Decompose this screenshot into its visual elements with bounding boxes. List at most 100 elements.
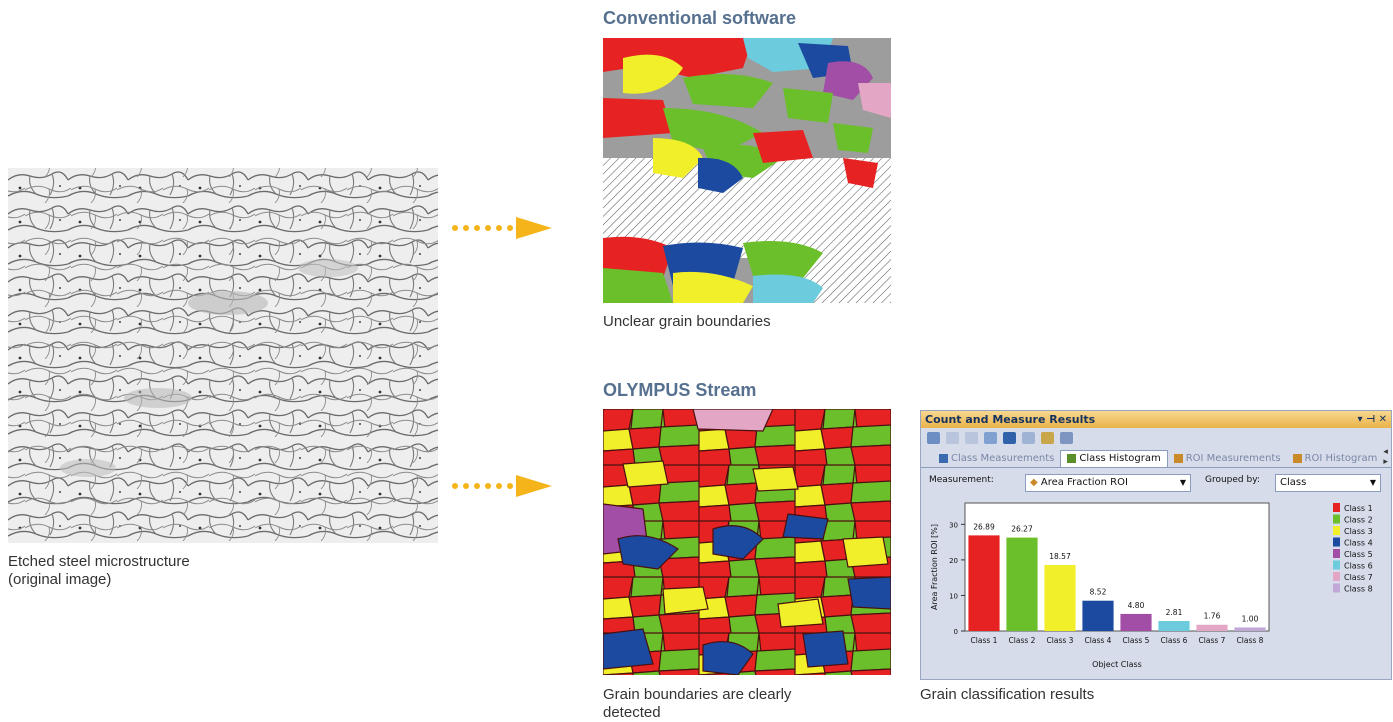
grouped-by-select[interactable]: Class ▼ <box>1275 474 1381 492</box>
histogram-bar <box>1082 600 1114 631</box>
microstructure-texture <box>8 168 438 543</box>
class-histogram-chart: 0 10 20 30 26.89 Class 1 26.27 Class 2 18.57 Clas… <box>925 497 1387 675</box>
legend-label: Class 8 <box>1344 585 1373 594</box>
conventional-heading: Conventional software <box>603 8 797 28</box>
bar-value-label: 18.57 <box>1049 552 1071 561</box>
bar-value-label: 2.81 <box>1166 608 1183 617</box>
tab-label: Class Measurements <box>951 453 1055 464</box>
conventional-caption: Unclear grain boundaries <box>603 313 771 330</box>
bar-value-label: 4.80 <box>1128 601 1145 610</box>
y-tick-label: 30 <box>949 521 958 529</box>
measurement-label: Measurement: <box>929 475 994 485</box>
tab-label: Class Histogram <box>1079 453 1161 464</box>
histogram-icon <box>1292 454 1302 463</box>
y-tick-label: 0 <box>954 628 958 636</box>
tab-scroll-arrows[interactable]: ◂ ▸ <box>1383 447 1388 467</box>
original-image-caption-line1: Etched steel microstructure <box>8 553 190 570</box>
olympus-caption-line2: detected <box>603 704 661 721</box>
bar-value-label: 26.89 <box>973 522 995 531</box>
table-icon <box>1173 454 1183 463</box>
export-icon[interactable] <box>927 432 940 444</box>
x-tick-label: Class 7 <box>1199 636 1226 645</box>
histogram-bar <box>1044 564 1076 631</box>
legend-swatch <box>1333 560 1340 570</box>
tab-roi-measurements[interactable]: ROI Measurements <box>1168 451 1287 467</box>
legend-label: Class 3 <box>1344 527 1373 536</box>
chevron-down-icon: ▼ <box>1179 478 1186 487</box>
legend-swatch <box>1333 572 1340 581</box>
chart-icon[interactable] <box>1003 432 1016 444</box>
y-axis-label: Area Fraction ROI [%] <box>930 524 939 610</box>
x-tick-label: Class 8 <box>1237 636 1264 645</box>
refresh-icon[interactable] <box>1041 432 1054 444</box>
arrow-to-conventional <box>452 217 552 239</box>
bar-value-label: 8.52 <box>1090 588 1107 597</box>
legend-swatch <box>1333 503 1340 512</box>
arrow-to-olympus <box>452 475 552 497</box>
results-caption: Grain classification results <box>920 686 1095 703</box>
tab-label: ROI Measurements <box>1185 453 1281 464</box>
tab-class-histogram[interactable]: Class Histogram <box>1060 450 1168 467</box>
tab-class-measurements[interactable]: Class Measurements <box>933 451 1060 467</box>
x-tick-label: Class 6 <box>1161 636 1188 645</box>
legend-label: Class 2 <box>1344 516 1373 525</box>
histogram-bar <box>1006 537 1038 631</box>
conventional-segmentation-svg <box>603 38 891 303</box>
x-tick-label: Class 2 <box>1009 636 1036 645</box>
histogram-bar <box>1196 624 1228 631</box>
legend-label: Class 7 <box>1344 573 1373 582</box>
x-tick-label: Class 4 <box>1085 636 1112 645</box>
table-icon <box>939 454 948 463</box>
histogram-bar <box>1158 621 1190 631</box>
tab-label: ROI Histogram <box>1304 453 1378 464</box>
bar-value-label: 1.00 <box>1242 614 1259 623</box>
original-image-caption-line2: (original image) <box>8 571 112 588</box>
x-axis-label: Object Class <box>1092 660 1142 669</box>
bar-value-label: 1.76 <box>1204 612 1221 621</box>
legend-label: Class 4 <box>1344 539 1373 548</box>
area-fraction-icon: ◆ <box>1030 477 1038 488</box>
panel-tabs: Class Measurements Class Histogram ROI M… <box>921 447 1391 468</box>
x-tick-label: Class 1 <box>971 636 998 645</box>
clipboard-icon[interactable] <box>946 432 959 444</box>
legend-swatch <box>1333 514 1340 524</box>
histogram-bar <box>1120 613 1152 631</box>
class-histogram-svg: 0 10 20 30 26.89 Class 1 26.27 Class 2 18.57 Clas… <box>930 502 1373 669</box>
arrowhead-icon <box>516 217 552 239</box>
histogram-icon <box>1067 454 1077 463</box>
olympus-segmentation-image <box>603 409 891 675</box>
legend-label: Class 1 <box>1344 504 1373 513</box>
legend-swatch <box>1333 583 1340 593</box>
olympus-segmentation-svg <box>603 409 891 675</box>
line-icon[interactable] <box>1022 432 1035 444</box>
measurement-value: Area Fraction ROI <box>1040 477 1128 488</box>
grouped-by-label: Grouped by: <box>1205 475 1260 485</box>
panel-window-controls[interactable]: ▾ ⊣ ✕ <box>1357 414 1387 425</box>
tab-roi-histogram[interactable]: ROI Histogram <box>1287 451 1384 467</box>
x-tick-label: Class 5 <box>1123 636 1150 645</box>
panel-title-bar: Count and Measure Results ▾ ⊣ ✕ <box>921 411 1391 428</box>
histogram-controls: Measurement: ◆ Area Fraction ROI ▼ Group… <box>921 468 1391 495</box>
zoom-out-icon[interactable] <box>984 432 997 444</box>
legend-label: Class 5 <box>1344 550 1373 559</box>
original-microstructure-image <box>8 168 438 543</box>
y-tick-label: 20 <box>949 557 958 565</box>
histogram-bar <box>968 535 1000 631</box>
conventional-segmentation-image <box>603 38 891 303</box>
legend-swatch <box>1333 549 1340 558</box>
panel-title: Count and Measure Results <box>925 413 1096 426</box>
x-tick-label: Class 3 <box>1047 636 1074 645</box>
legend-swatch <box>1333 526 1340 535</box>
olympus-heading: OLYMPUS Stream <box>603 380 757 400</box>
olympus-caption-line1: Grain boundaries are clearly <box>603 686 792 703</box>
grouped-by-value: Class <box>1280 477 1307 488</box>
zoom-in-icon[interactable] <box>965 432 978 444</box>
count-measure-results-panel: Count and Measure Results ▾ ⊣ ✕ Class Me… <box>920 410 1392 680</box>
measurement-select[interactable]: ◆ Area Fraction ROI ▼ <box>1025 474 1191 492</box>
info-icon[interactable] <box>1060 432 1073 444</box>
y-tick-label: 10 <box>949 592 958 600</box>
panel-toolbar <box>921 428 1391 448</box>
bar-value-label: 26.27 <box>1011 525 1033 534</box>
legend-label: Class 6 <box>1344 562 1373 571</box>
legend-swatch <box>1333 537 1340 547</box>
